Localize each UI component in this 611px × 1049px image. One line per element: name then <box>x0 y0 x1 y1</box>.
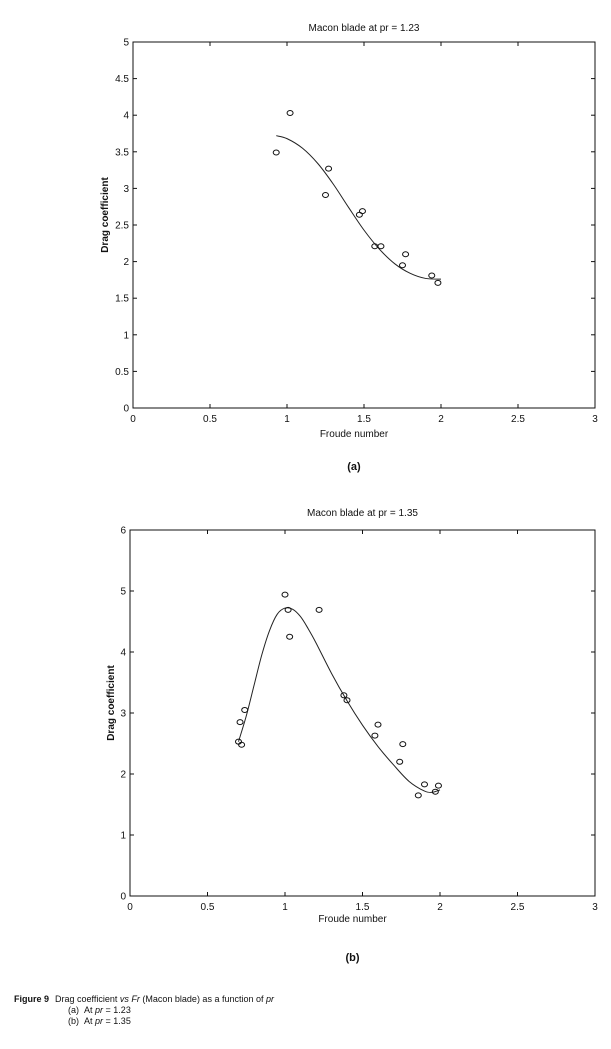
y-axis-label: Drag coefficient <box>100 177 111 253</box>
x-axis-label: Froude number <box>318 914 387 925</box>
y-tick-label: 0.5 <box>115 367 129 378</box>
data-point <box>396 758 404 765</box>
caption-item-value: = 1.35 <box>103 1016 131 1026</box>
chart-title: Macon blade at pr = 1.23 <box>309 23 420 34</box>
data-point <box>434 279 442 286</box>
y-axis-label: Drag coefficient <box>106 665 117 741</box>
data-point <box>399 741 407 748</box>
data-point <box>402 251 410 258</box>
x-tick-label: 2 <box>437 902 443 913</box>
caption-item-tag: (a) <box>68 1005 79 1015</box>
fit-curve-line <box>276 135 442 280</box>
plot-frame <box>129 529 596 897</box>
x-tick-label: 2.5 <box>511 414 525 425</box>
data-point <box>431 788 439 795</box>
data-point <box>343 697 351 704</box>
data-point <box>399 262 406 269</box>
data-point <box>377 243 385 250</box>
data-point <box>358 208 366 215</box>
data-point <box>374 721 382 728</box>
caption-text-vs: vs <box>119 994 129 1004</box>
x-tick-label: 0.5 <box>201 902 215 913</box>
y-tick-label: 2 <box>120 770 126 781</box>
caption-item-a: (a) At pr = 1.23 <box>68 1005 274 1016</box>
x-tick-label: 1 <box>282 902 288 913</box>
data-point <box>281 591 289 598</box>
data-point <box>315 606 323 613</box>
y-tick-label: 2 <box>123 257 129 268</box>
x-tick-label: 0 <box>127 902 133 913</box>
x-tick-label: 1.5 <box>356 902 370 913</box>
y-tick-label: 4 <box>120 648 126 659</box>
caption-text-mid: (Macon blade) as a function of <box>139 994 266 1004</box>
y-tick-label: 6 <box>120 526 126 537</box>
y-tick-label: 4 <box>123 111 129 122</box>
caption-item-tag: (b) <box>68 1016 79 1026</box>
y-tick-label: 3.5 <box>115 147 129 158</box>
y-tick-label: 5 <box>120 587 126 598</box>
data-point <box>238 741 246 748</box>
caption-item-b: (b) At pr = 1.35 <box>68 1016 274 1027</box>
caption-item-var: pr <box>95 1005 104 1015</box>
y-tick-label: 4.5 <box>115 74 129 85</box>
data-point <box>434 782 442 789</box>
caption-item-prefix: At <box>84 1005 96 1015</box>
data-point <box>325 165 333 172</box>
caption-item-prefix: At <box>84 1016 96 1026</box>
plot-frame <box>132 41 596 409</box>
fit-curve-line <box>238 607 441 793</box>
x-tick-label: 3 <box>592 902 598 913</box>
x-tick-label: 1.5 <box>357 414 371 425</box>
data-point <box>241 706 249 713</box>
caption-text-pr: pr <box>265 994 274 1004</box>
figure-caption: Figure 9 Drag coefficient vs Fr (Macon bl… <box>14 994 274 1027</box>
x-axis-label: Froude number <box>320 429 389 440</box>
panel-label: (a) <box>347 461 361 473</box>
data-point <box>414 792 422 799</box>
y-tick-label: 0 <box>120 892 126 903</box>
caption-text-fr: Fr <box>131 994 140 1004</box>
data-point <box>284 606 292 613</box>
y-tick-label: 3 <box>120 709 126 720</box>
panel-label: (b) <box>345 952 359 964</box>
data-point <box>340 692 348 699</box>
data-point <box>428 272 436 279</box>
y-tick-label: 1.5 <box>115 294 129 305</box>
x-tick-label: 0.5 <box>203 414 217 425</box>
y-tick-label: 1 <box>123 330 129 341</box>
data-point <box>272 149 280 156</box>
y-tick-label: 1 <box>120 831 126 842</box>
x-tick-label: 2 <box>438 414 444 425</box>
y-tick-label: 2.5 <box>115 221 129 232</box>
x-tick-label: 2.5 <box>511 902 525 913</box>
x-tick-label: 0 <box>130 414 136 425</box>
data-point <box>421 781 428 788</box>
y-tick-label: 5 <box>123 38 129 49</box>
data-point <box>236 719 244 726</box>
data-point <box>286 110 294 117</box>
y-tick-label: 3 <box>123 184 129 195</box>
caption-text-prefix: Drag coefficient <box>55 994 120 1004</box>
x-tick-label: 1 <box>284 414 290 425</box>
caption-item-value: = 1.23 <box>103 1005 131 1015</box>
y-tick-label: 0 <box>123 404 129 415</box>
chart-title: Macon blade at pr = 1.35 <box>307 508 418 519</box>
caption-label: Figure 9 <box>14 994 50 1004</box>
x-tick-label: 3 <box>592 414 598 425</box>
data-point <box>322 191 329 198</box>
data-point <box>286 633 294 640</box>
caption-line: Figure 9 Drag coefficient vs Fr (Macon bl… <box>14 994 274 1005</box>
data-point <box>371 732 379 739</box>
caption-item-var: pr <box>95 1016 104 1026</box>
